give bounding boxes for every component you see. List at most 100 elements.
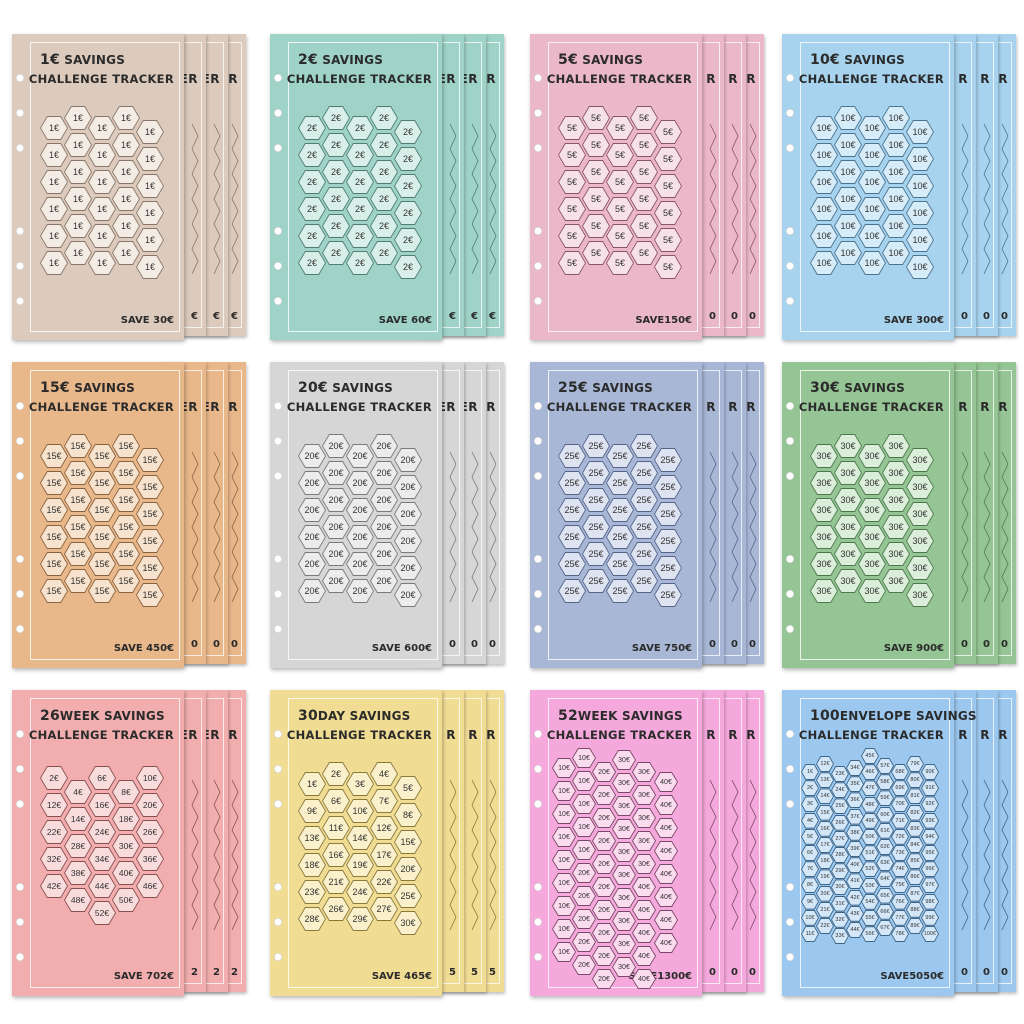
hex-cell[interactable]: 5€ [583,188,609,210]
hex-cell[interactable]: 30€ [613,958,635,976]
hex-cell[interactable]: 1€ [137,256,163,278]
hex-cell[interactable]: 30€ [859,499,885,521]
hex-cell[interactable]: 2€ [347,198,373,220]
hex-cell[interactable]: 15€ [137,557,163,579]
hex-cell[interactable]: 20€ [573,910,595,928]
hex-cell[interactable]: 7€ [371,790,397,812]
hex-cell[interactable]: 1€ [113,107,139,129]
hex-cell[interactable]: 2€ [347,144,373,166]
hex-cell[interactable]: 25€ [631,516,657,538]
hex-cell[interactable]: 25€ [631,570,657,592]
hex-cell[interactable]: 30€ [811,472,837,494]
card-stack-c12[interactable]: R 0 R 0 R 0 100ENVELOPE SAVINGS CHALLENGE TRACK… [782,690,1024,996]
hex-cell[interactable]: 20€ [299,526,325,548]
hex-cell[interactable]: 30€ [613,912,635,930]
hex-cell[interactable]: 25€ [607,580,633,602]
hex-cell[interactable]: 30€ [859,445,885,467]
hex-cell[interactable]: 10€ [835,161,861,183]
hex-cell[interactable]: 15€ [65,489,91,511]
hex-cell[interactable]: 5€ [631,161,657,183]
hex-cell[interactable]: 5€ [655,256,681,278]
hex-cell[interactable]: 10€ [811,144,837,166]
hex-cell[interactable]: 15€ [89,580,115,602]
hex-cell[interactable]: 36€ [137,848,163,870]
hex-cell[interactable]: 15€ [89,499,115,521]
hex-cell[interactable]: 5€ [559,117,585,139]
card-stack-c7[interactable]: R 0 R 0 R 0 25€ SAVINGS CHALLENGE TRACKER SAVE 7… [530,362,780,668]
hex-cell[interactable]: 20€ [371,489,397,511]
hex-cell[interactable]: 20€ [371,570,397,592]
hex-cell[interactable]: 30€ [835,543,861,565]
hex-cell[interactable]: 20€ [573,956,595,974]
hex-cell[interactable]: 30€ [811,580,837,602]
front-sheet[interactable]: 52WEEK SAVINGS CHALLENGE TRACKER SAVE1300€… [530,690,702,996]
hex-cell[interactable]: 2€ [299,171,325,193]
hex-cell[interactable]: 10€ [907,148,933,170]
hex-cell[interactable]: 15€ [113,462,139,484]
hex-cell[interactable]: 20€ [323,489,349,511]
hex-cell[interactable]: 30€ [633,763,655,781]
hex-cell[interactable]: 20€ [371,543,397,565]
hex-cell[interactable]: 10€ [883,215,909,237]
hex-cell[interactable]: 5€ [607,198,633,220]
hex-cell[interactable]: 1€ [65,134,91,156]
hex-cell[interactable]: 20€ [593,763,615,781]
hex-cell[interactable]: 10€ [883,107,909,129]
hex-cell[interactable]: 25€ [607,526,633,548]
hex-cell[interactable]: 8€ [395,804,421,826]
hex-cell[interactable]: 4€ [371,763,397,785]
hex-cell[interactable]: 1€ [299,773,325,795]
front-sheet[interactable]: 2€ SAVINGS CHALLENGE TRACKER SAVE 60€ 2€ 2€ 2… [270,34,442,340]
hex-cell[interactable]: 20€ [137,794,163,816]
hex-cell[interactable]: 22€ [41,821,67,843]
hex-cell[interactable]: 30€ [883,489,909,511]
hex-cell[interactable]: 25€ [559,553,585,575]
hex-cell[interactable]: 20€ [371,462,397,484]
hex-cell[interactable]: 15€ [65,462,91,484]
hex-cell[interactable]: 5€ [583,215,609,237]
hex-cell[interactable]: 30€ [907,557,933,579]
hex-cell[interactable]: 30€ [613,866,635,884]
hex-cell[interactable]: 2€ [323,242,349,264]
hex-cell[interactable]: 10€ [835,134,861,156]
hex-cell[interactable]: 30€ [811,526,837,548]
hex-cell[interactable]: 10€ [859,225,885,247]
hex-cell[interactable]: 19€ [347,854,373,876]
hex-cell[interactable]: 14€ [347,827,373,849]
hex-cell[interactable]: 10€ [907,256,933,278]
hex-cell[interactable]: 20€ [299,445,325,467]
hex-cell[interactable]: 1€ [65,215,91,237]
hex-cell[interactable]: 20€ [395,584,421,606]
hex-cell[interactable]: 20€ [593,809,615,827]
hex-cell[interactable]: 30€ [835,489,861,511]
hex-cell[interactable]: 40€ [113,862,139,884]
hex-cell[interactable]: 15€ [65,570,91,592]
hex-cell[interactable]: 30€ [613,820,635,838]
hex-cell[interactable]: 5€ [607,252,633,274]
card-stack-c10[interactable]: R 5 R 5 R 5 30DAY SAVINGS CHALLENGE TRACKER SAVE… [270,690,520,996]
hex-cell[interactable]: 1€ [41,144,67,166]
hex-cell[interactable]: 15€ [41,499,67,521]
hex-cell[interactable]: 20€ [573,933,595,951]
hex-cell[interactable]: 28€ [65,835,91,857]
hex-cell[interactable]: 1€ [41,225,67,247]
hex-cell[interactable]: 10€ [553,920,575,938]
hex-cell[interactable]: 40€ [633,901,655,919]
front-sheet[interactable]: 20€ SAVINGS CHALLENGE TRACKER SAVE 600€ 20€… [270,362,442,668]
hex-cell[interactable]: 22€ [371,871,397,893]
hex-cell[interactable]: 2€ [371,215,397,237]
hex-cell[interactable]: 30€ [883,543,909,565]
hex-cell[interactable]: 20€ [347,580,373,602]
hex-cell[interactable]: 52€ [89,902,115,924]
hex-cell[interactable]: 25€ [583,570,609,592]
hex-cell[interactable]: 30€ [883,462,909,484]
hex-cell[interactable]: 2€ [323,107,349,129]
hex-cell[interactable]: 15€ [41,553,67,575]
hex-cell[interactable]: 25€ [631,462,657,484]
hex-cell[interactable]: 20€ [573,887,595,905]
hex-cell[interactable]: 5€ [655,148,681,170]
hex-cell[interactable]: 15€ [89,526,115,548]
hex-cell[interactable]: 1€ [113,188,139,210]
hex-cell[interactable]: 25€ [559,580,585,602]
hex-cell[interactable]: 20€ [347,472,373,494]
